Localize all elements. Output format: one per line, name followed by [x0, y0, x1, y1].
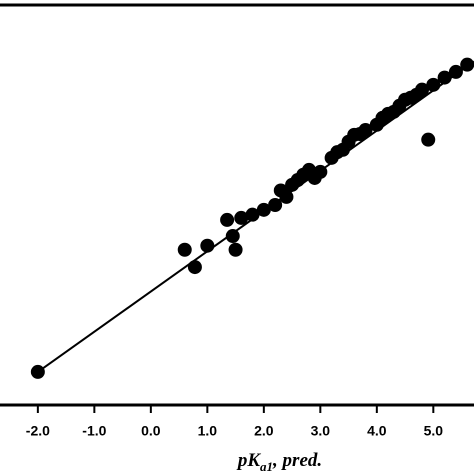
data-point [313, 164, 328, 179]
x-tick-label: -1.0 [82, 423, 106, 439]
data-point [234, 210, 249, 225]
x-axis-label: pKa1, pred. [236, 450, 322, 474]
data-point [187, 260, 202, 275]
x-label-rest: , pred. [272, 450, 322, 471]
data-point [352, 127, 367, 142]
data-point [256, 202, 271, 217]
data-point [448, 64, 463, 79]
data-point [330, 145, 345, 160]
x-tick-label: -2.0 [26, 423, 50, 439]
data-point [421, 132, 436, 147]
x-tick-label: 4.0 [367, 423, 387, 439]
data-point [415, 82, 430, 97]
x-label-sub: a1 [260, 459, 273, 474]
x-tick-label: 0.0 [141, 423, 161, 439]
x-tick-label: 1.0 [198, 423, 218, 439]
data-point [220, 212, 235, 227]
x-label-main: pK [236, 450, 262, 471]
data-point [403, 90, 418, 105]
data-point [460, 57, 474, 72]
data-point [177, 242, 192, 257]
x-tick-label: 5.0 [424, 423, 444, 439]
data-point [437, 70, 452, 85]
data-point [273, 183, 288, 198]
data-point [228, 242, 243, 257]
data-point [426, 77, 441, 92]
x-tick-label: 2.0 [254, 423, 274, 439]
data-point [381, 106, 396, 121]
data-point [200, 238, 215, 253]
x-tick-label: 3.0 [311, 423, 331, 439]
data-point [245, 207, 260, 222]
data-point [268, 198, 283, 212]
data-point [225, 229, 240, 244]
data-point [30, 364, 45, 379]
